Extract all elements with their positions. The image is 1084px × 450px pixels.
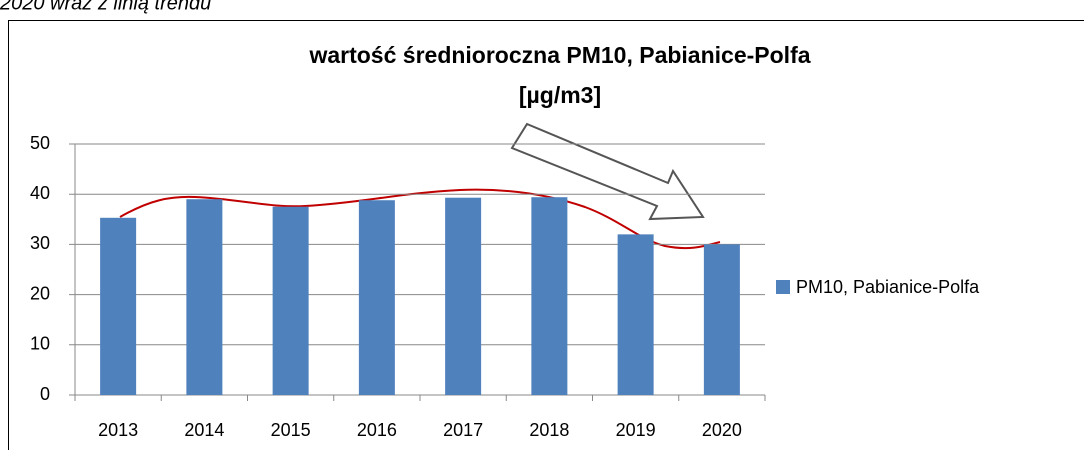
x-tick-label: 2020 — [702, 420, 742, 440]
caption: 2020 wraz z linią trendu — [0, 0, 211, 14]
y-tick-label: 0 — [40, 384, 50, 404]
y-tick-label: 20 — [30, 283, 50, 303]
legend-label: PM10, Pabianice-Polfa — [796, 277, 980, 297]
x-tick-label: 2014 — [184, 420, 224, 440]
bar — [358, 200, 395, 395]
x-tick-label: 2018 — [529, 420, 569, 440]
chart-title: [µg/m3] — [519, 82, 601, 108]
bar — [531, 197, 568, 395]
x-tick-label: 2013 — [98, 420, 138, 440]
x-tick-label: 2019 — [616, 420, 656, 440]
bar — [272, 206, 309, 395]
trend-line — [119, 188, 721, 250]
bar — [186, 199, 223, 395]
bar — [703, 244, 740, 395]
y-tick-label: 50 — [30, 133, 50, 153]
legend-swatch — [776, 280, 790, 294]
chart-title: wartość średnioroczna PM10, Pabianice-Po… — [308, 42, 810, 68]
x-tick-label: 2017 — [443, 420, 483, 440]
arrow — [510, 122, 705, 221]
x-tick-label: 2015 — [271, 420, 311, 440]
y-tick-label: 10 — [30, 334, 50, 354]
x-tick-label: 2016 — [357, 420, 397, 440]
bar — [445, 197, 482, 395]
chart-frame — [8, 20, 1084, 450]
bar — [617, 234, 654, 395]
bar — [100, 217, 137, 395]
y-tick-label: 40 — [30, 183, 50, 203]
y-tick-label: 30 — [30, 233, 50, 253]
